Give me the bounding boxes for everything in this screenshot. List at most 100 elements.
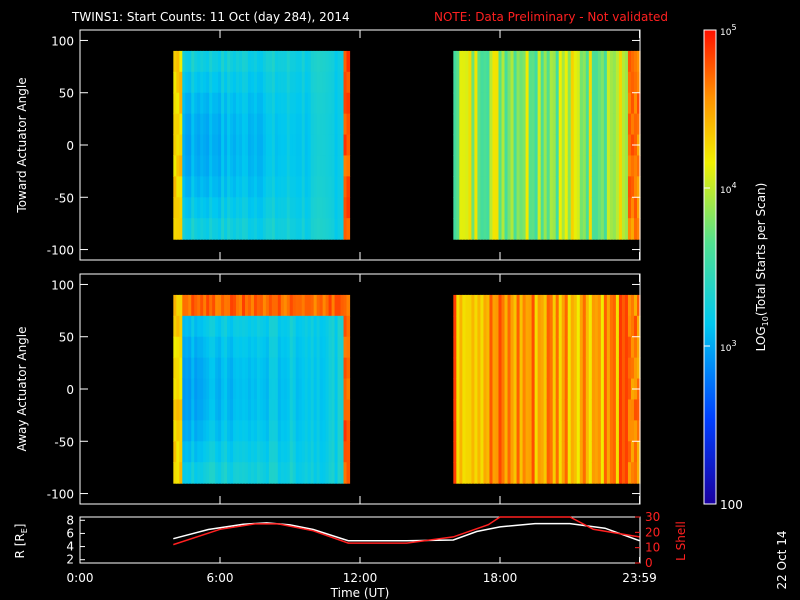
heatmap-cell xyxy=(549,420,554,442)
heatmap-cell xyxy=(256,71,261,94)
heatmap-cell xyxy=(564,134,569,157)
heatmap-cell xyxy=(603,197,608,219)
toward-heatmap xyxy=(173,50,641,240)
heatmap-cell xyxy=(280,441,285,463)
y-tick-label: 0 xyxy=(66,383,74,397)
heatmap-cell xyxy=(200,357,204,380)
left-tick-label: 8 xyxy=(66,513,74,527)
heatmap-cell xyxy=(230,420,234,442)
heatmap-cell xyxy=(615,441,620,463)
heatmap-cell xyxy=(295,218,300,240)
heatmap-cell xyxy=(522,294,527,317)
heatmap-cell xyxy=(274,176,279,198)
heatmap-cell xyxy=(492,50,497,73)
heatmap-cell xyxy=(606,113,611,136)
heatmap-cell xyxy=(188,134,192,157)
heatmap-cell xyxy=(236,294,240,317)
heatmap-cell xyxy=(340,155,345,177)
heatmap-cell xyxy=(531,441,536,463)
heatmap-cell xyxy=(283,441,288,463)
heatmap-cell xyxy=(531,113,536,136)
heatmap-cell xyxy=(633,357,638,380)
heatmap-cell xyxy=(591,420,596,442)
heatmap-cell xyxy=(486,71,491,94)
heatmap-cell xyxy=(221,176,225,198)
heatmap-cell xyxy=(209,378,213,401)
heatmap-cell xyxy=(191,294,195,317)
heatmap-cell xyxy=(540,176,545,198)
heatmap-cell xyxy=(236,462,240,484)
heatmap-cell xyxy=(268,218,273,240)
heatmap-cell xyxy=(579,176,584,198)
heatmap-cell xyxy=(262,357,267,380)
heatmap-cell xyxy=(462,134,466,157)
y-tick-label: -50 xyxy=(54,435,74,449)
heatmap-cell xyxy=(239,462,243,484)
heatmap-cell xyxy=(191,71,195,94)
heatmap-cell xyxy=(492,134,497,157)
heatmap-cell xyxy=(585,294,590,317)
heatmap-cell xyxy=(298,378,303,401)
heatmap-cell xyxy=(262,336,267,359)
heatmap-cell xyxy=(304,50,309,73)
heatmap-cell xyxy=(304,92,309,115)
heatmap-cell xyxy=(176,315,180,338)
heatmap-cell xyxy=(624,462,629,484)
heatmap-cell xyxy=(256,294,261,317)
heatmap-cell xyxy=(292,420,297,442)
heatmap-cell xyxy=(627,399,632,421)
heatmap-cell xyxy=(200,197,204,219)
heatmap-cell xyxy=(462,50,466,73)
heatmap-cell xyxy=(630,420,635,442)
heatmap-cell xyxy=(582,294,587,317)
heatmap-cell xyxy=(615,315,620,338)
heatmap-cell xyxy=(624,50,629,73)
heatmap-cell xyxy=(537,197,542,219)
heatmap-cell xyxy=(531,294,536,317)
heatmap-cell xyxy=(176,399,180,421)
heatmap-cell xyxy=(591,113,596,136)
heatmap-cell xyxy=(630,218,635,240)
heatmap-cell xyxy=(340,441,345,463)
orbit-right-label: L Shell xyxy=(674,521,688,561)
heatmap-cell xyxy=(218,176,222,198)
heatmap-cell xyxy=(492,113,497,136)
heatmap-cell xyxy=(552,294,557,317)
heatmap-cell xyxy=(197,155,201,177)
heatmap-cell xyxy=(206,197,210,219)
heatmap-cell xyxy=(218,218,222,240)
heatmap-cell xyxy=(612,399,617,421)
heatmap-cell xyxy=(301,420,306,442)
heatmap-cell xyxy=(289,336,294,359)
heatmap-cell xyxy=(531,357,536,380)
heatmap-cell xyxy=(600,420,605,442)
y-tick-label: 100 xyxy=(51,278,74,292)
heatmap-cell xyxy=(612,155,617,177)
heatmap-cell xyxy=(567,315,572,338)
heatmap-cell xyxy=(230,462,234,484)
heatmap-cell xyxy=(301,197,306,219)
heatmap-cell xyxy=(280,176,285,198)
heatmap-cell xyxy=(456,441,460,463)
heatmap-cell xyxy=(194,315,198,338)
heatmap-cell xyxy=(242,378,246,401)
heatmap-cell xyxy=(624,113,629,136)
heatmap-cell xyxy=(528,218,533,240)
heatmap-cell xyxy=(513,134,518,157)
heatmap-cell xyxy=(519,399,524,421)
heatmap-cell xyxy=(537,71,542,94)
heatmap-cell xyxy=(627,113,632,136)
heatmap-cell xyxy=(597,441,602,463)
heatmap-cell xyxy=(627,420,632,442)
heatmap-cell xyxy=(346,155,351,177)
heatmap-cell xyxy=(277,294,282,317)
heatmap-cell xyxy=(185,92,189,115)
heatmap-cell xyxy=(262,92,267,115)
heatmap-cell xyxy=(573,462,578,484)
heatmap-cell xyxy=(468,441,472,463)
heatmap-cell xyxy=(573,218,578,240)
heatmap-cell xyxy=(292,197,297,219)
heatmap-cell xyxy=(337,176,342,198)
heatmap-cell xyxy=(603,155,608,177)
heatmap-cell xyxy=(298,462,303,484)
